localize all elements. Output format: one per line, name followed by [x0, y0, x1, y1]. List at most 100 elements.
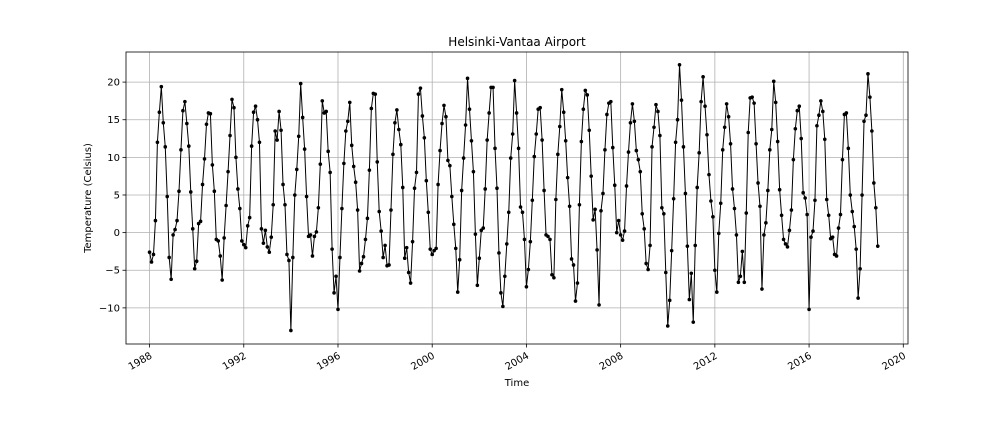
data-point [459, 188, 464, 193]
data-point [862, 119, 866, 124]
grid-lines [126, 52, 908, 344]
data-point [559, 87, 564, 92]
data-point [428, 247, 433, 251]
data-point [740, 249, 745, 254]
data-point [344, 129, 348, 133]
data-point [391, 152, 395, 157]
data-point [569, 257, 574, 261]
data-point [687, 297, 692, 302]
data-point [870, 129, 874, 133]
data-point [355, 208, 360, 212]
data-point [736, 280, 741, 285]
data-point [349, 143, 354, 148]
data-point [330, 247, 334, 251]
data-point [848, 193, 853, 197]
data-point [287, 258, 291, 263]
data-point [495, 186, 499, 191]
data-point [724, 102, 729, 106]
data-point [750, 95, 754, 99]
data-point [369, 106, 374, 111]
data-point [815, 123, 819, 128]
data-point [240, 239, 244, 243]
data-point [646, 267, 650, 272]
data-point [414, 170, 419, 175]
data-point [585, 93, 590, 97]
data-point [422, 135, 427, 140]
data-point [430, 252, 435, 257]
data-point [477, 256, 482, 261]
data-point [552, 275, 556, 280]
data-point [467, 107, 472, 111]
data-point [819, 99, 823, 103]
data-point [332, 291, 336, 295]
data-point [732, 206, 737, 211]
data-point [450, 194, 454, 199]
data-point [599, 208, 603, 213]
data-point [821, 109, 825, 114]
data-point [318, 162, 323, 166]
data-point [826, 213, 831, 218]
temperature-line [149, 64, 879, 331]
data-point [453, 246, 458, 251]
data-point [775, 139, 780, 144]
data-point [387, 263, 391, 267]
data-point [448, 163, 452, 168]
data-point [683, 191, 688, 196]
data-point [446, 158, 450, 163]
data-point [483, 187, 488, 191]
data-point [383, 243, 387, 248]
data-point [758, 204, 762, 209]
data-point [506, 210, 511, 215]
data-point [752, 101, 756, 105]
data-point [420, 114, 425, 118]
data-point [194, 259, 199, 264]
data-point [830, 235, 835, 239]
data-point [628, 120, 633, 125]
data-point [675, 117, 680, 122]
data-point [181, 108, 185, 113]
data-point [722, 125, 727, 130]
data-point [444, 114, 448, 119]
data-point [243, 245, 248, 250]
data-point [279, 128, 283, 133]
data-point [860, 193, 864, 197]
data-point [336, 307, 340, 312]
data-point [187, 144, 191, 148]
data-point [208, 111, 213, 116]
data-point [277, 109, 281, 114]
data-point [591, 218, 595, 222]
data-point [204, 122, 209, 127]
data-point [874, 205, 878, 210]
data-point [293, 193, 297, 197]
data-point [557, 124, 562, 129]
data-point [475, 283, 480, 288]
data-point [438, 148, 442, 153]
data-point [654, 102, 658, 107]
data-point [597, 303, 601, 307]
data-point [707, 172, 711, 177]
data-point [768, 148, 772, 152]
data-point [324, 109, 329, 114]
data-point [665, 324, 670, 328]
data-point [734, 233, 739, 237]
data-point [626, 150, 631, 154]
data-point [754, 142, 758, 146]
data-point [253, 104, 258, 108]
data-point [177, 189, 181, 194]
data-point [673, 140, 678, 145]
data-point [499, 291, 503, 295]
data-point [340, 206, 344, 211]
data-point [151, 252, 156, 257]
data-point [169, 277, 173, 282]
data-point [799, 136, 804, 141]
data-point [846, 146, 851, 151]
data-point [864, 113, 868, 118]
data-point [691, 320, 696, 324]
data-point [575, 281, 580, 285]
data-point [797, 104, 802, 108]
y-tick-label: −10 [99, 303, 120, 314]
data-point [165, 194, 170, 199]
data-point [326, 149, 330, 154]
data-point [275, 138, 279, 142]
data-point [226, 169, 230, 174]
